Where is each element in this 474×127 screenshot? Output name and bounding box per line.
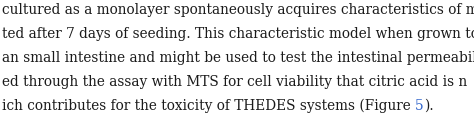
Text: ted after 7 days of seeding. This characteristic model when grown to co: ted after 7 days of seeding. This charac…: [2, 27, 474, 41]
Text: ed through the assay with MTS for cell viability that citric acid is n: ed through the assay with MTS for cell v…: [2, 75, 467, 89]
Text: an small intestine and might be used to test the intestinal permeability: an small intestine and might be used to …: [2, 51, 474, 65]
Text: ich contributes for the toxicity of THEDES systems (Figure: ich contributes for the toxicity of THED…: [2, 99, 415, 113]
Text: 5: 5: [415, 99, 424, 113]
Text: cultured as a monolayer spontaneously acquires characteristics of mat: cultured as a monolayer spontaneously ac…: [2, 3, 474, 17]
Text: ).: ).: [424, 99, 433, 113]
